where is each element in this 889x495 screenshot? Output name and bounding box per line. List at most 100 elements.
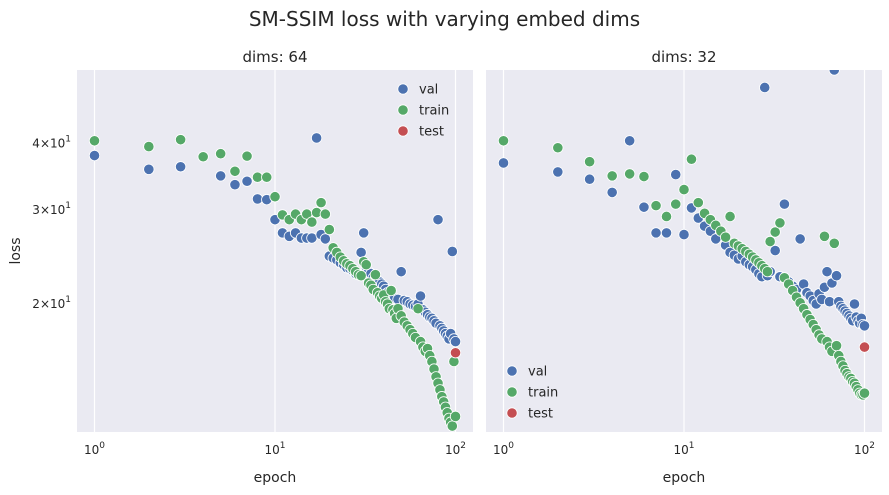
point-train	[369, 269, 382, 281]
data-points	[88, 132, 462, 432]
point-test	[449, 347, 462, 359]
point-val	[319, 233, 331, 245]
legend-marker-val	[397, 83, 409, 95]
point-train	[497, 135, 510, 147]
data-points	[497, 70, 871, 401]
figure-title: SM-SSIM loss with varying embed dims	[249, 7, 640, 31]
point-train	[306, 216, 318, 228]
point-val	[310, 132, 323, 144]
point-val	[660, 227, 673, 239]
point-val	[88, 149, 101, 162]
point-val	[175, 161, 187, 173]
point-val	[794, 233, 806, 245]
point-train	[830, 340, 843, 352]
point-train	[774, 217, 786, 229]
legend-label-val: val	[419, 83, 438, 98]
point-train	[360, 259, 372, 271]
point-val	[670, 168, 682, 181]
point-val	[395, 266, 407, 278]
point-val	[778, 198, 791, 210]
point-val	[414, 290, 427, 302]
point-train	[606, 170, 618, 182]
point-val	[830, 270, 843, 282]
point-val	[828, 70, 840, 76]
legend-label-test: test	[419, 125, 444, 140]
x-tick-label: 102	[445, 441, 466, 457]
point-train	[88, 135, 101, 147]
point-val	[552, 166, 564, 178]
panel-title: dims: 32	[651, 48, 716, 66]
point-train	[761, 266, 774, 278]
point-train	[449, 410, 462, 423]
point-train	[229, 165, 241, 177]
point-val	[606, 186, 618, 199]
legend: val train test	[506, 365, 558, 422]
x-tick-label: 100	[493, 441, 514, 457]
point-train	[552, 142, 564, 154]
x-tick-label: 100	[84, 441, 105, 457]
point-train	[315, 197, 327, 209]
panel-2: 100 101 102 dims: 32 epoch val train test	[486, 48, 882, 486]
x-tick-label: 102	[854, 441, 875, 457]
point-train	[828, 237, 840, 249]
point-val	[251, 193, 264, 205]
point-val	[497, 157, 510, 169]
point-train	[446, 420, 458, 432]
y-tick-label: 3×101	[32, 201, 71, 217]
point-val	[821, 266, 833, 278]
point-val	[759, 81, 771, 94]
point-val	[143, 163, 155, 175]
point-train	[660, 210, 673, 223]
legend-marker-train	[397, 104, 409, 116]
point-train	[385, 284, 397, 297]
point-train	[197, 151, 209, 163]
point-train	[692, 197, 704, 209]
point-val	[215, 170, 227, 182]
legend: val train test	[397, 83, 449, 140]
point-train	[769, 226, 781, 238]
y-tick-label: 4×101	[32, 135, 71, 151]
point-train	[175, 134, 187, 146]
point-val	[584, 173, 596, 185]
x-axis-title: epoch	[254, 470, 297, 486]
legend-label-val: val	[528, 365, 547, 380]
point-val	[241, 175, 253, 187]
point-train	[719, 231, 732, 243]
point-val	[638, 201, 650, 213]
legend-label-train: train	[419, 104, 449, 119]
point-val	[858, 320, 871, 332]
legend-marker-val	[506, 365, 518, 377]
point-val	[848, 298, 861, 310]
point-val	[769, 244, 781, 257]
legend-label-train: train	[528, 386, 558, 401]
point-train	[261, 171, 273, 183]
point-train	[215, 148, 227, 160]
point-train	[323, 223, 335, 236]
legend-marker-train	[506, 386, 518, 398]
point-train	[670, 198, 682, 210]
x-tick-label: 101	[673, 441, 694, 457]
point-val	[229, 179, 241, 191]
panel-1: 100 101 102 2×101 3×101 4×101 dims: 64 epoch los…	[8, 48, 473, 486]
point-train	[319, 208, 331, 220]
point-val	[624, 135, 636, 147]
point-train	[412, 303, 424, 315]
point-val	[355, 246, 367, 258]
point-train	[269, 191, 281, 203]
point-val	[678, 228, 690, 241]
legend-marker-test	[397, 125, 409, 137]
point-val	[449, 335, 462, 348]
point-val	[432, 214, 444, 226]
point-train	[724, 210, 736, 223]
point-test	[858, 341, 871, 353]
point-val	[650, 227, 662, 239]
y-axis-title: loss	[8, 237, 24, 264]
point-train	[584, 156, 596, 168]
point-train	[764, 235, 776, 248]
point-val	[446, 245, 458, 258]
y-tick-label: 2×101	[32, 295, 71, 311]
point-train	[638, 170, 650, 183]
point-train	[650, 200, 662, 212]
